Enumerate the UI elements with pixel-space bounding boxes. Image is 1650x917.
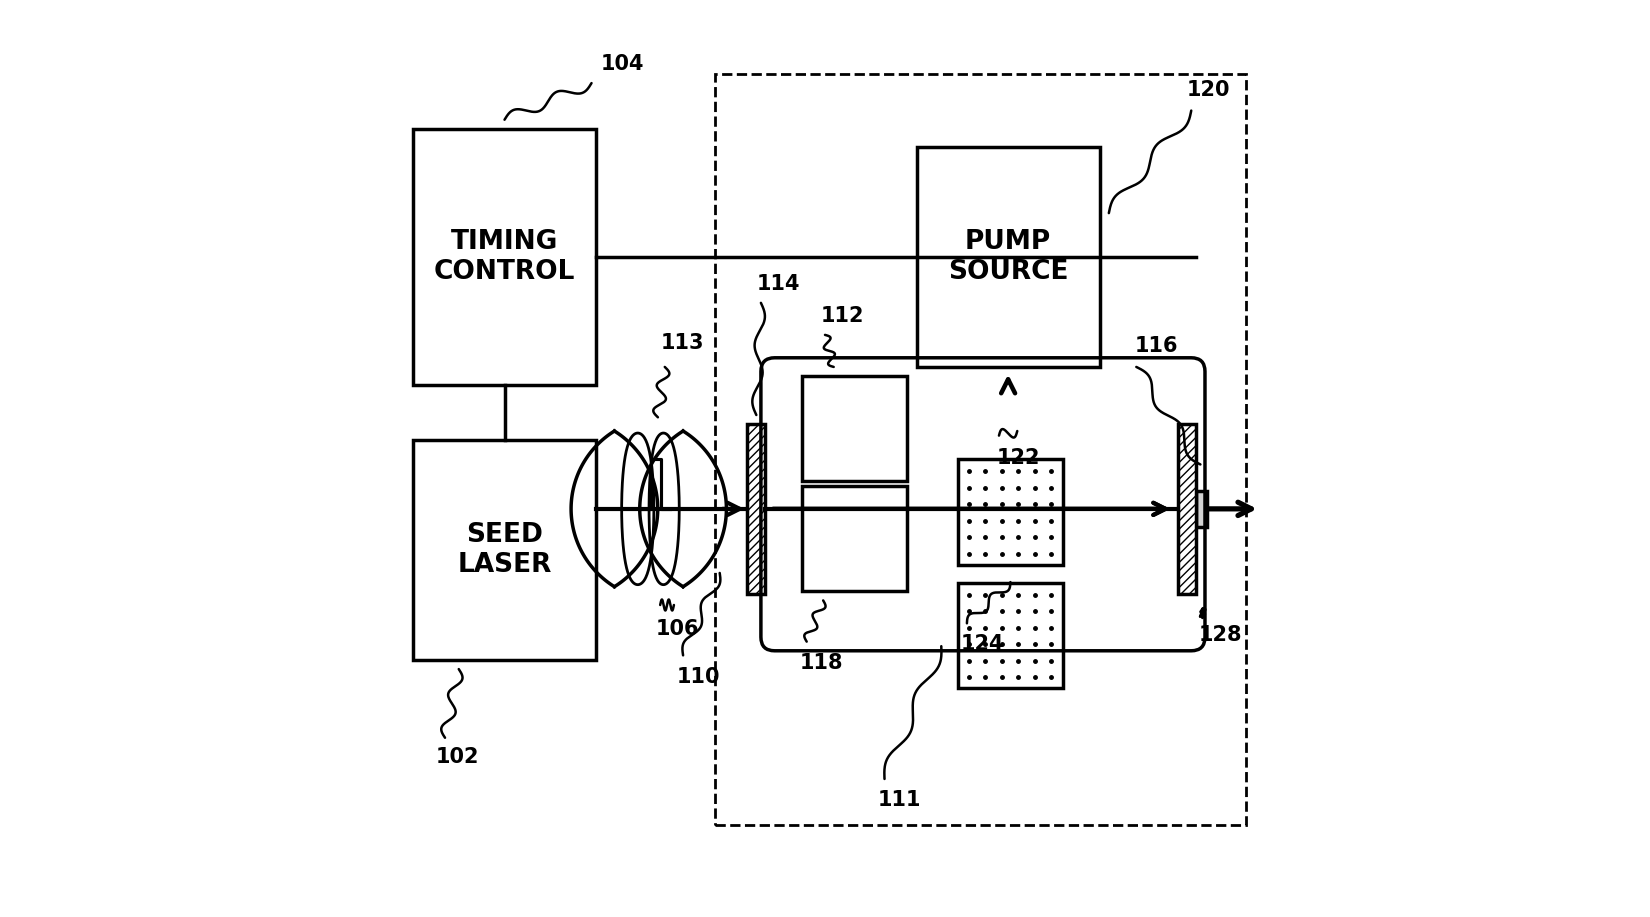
Text: 113: 113	[660, 333, 703, 353]
Text: TIMING
CONTROL: TIMING CONTROL	[434, 229, 576, 285]
Text: 112: 112	[820, 305, 865, 326]
Text: SEED
LASER: SEED LASER	[457, 522, 551, 578]
Text: 124: 124	[960, 635, 1003, 655]
Bar	[412, 440, 596, 660]
Bar	[747, 425, 766, 593]
Bar	[714, 74, 1246, 824]
Bar	[957, 459, 1063, 565]
Bar	[802, 376, 908, 481]
Text: 128: 128	[1198, 625, 1242, 646]
Text: 104: 104	[601, 54, 644, 74]
Bar	[957, 583, 1063, 688]
Bar	[412, 129, 596, 385]
Bar	[916, 148, 1099, 367]
Bar	[802, 486, 908, 591]
Text: 118: 118	[799, 653, 843, 672]
Text: 102: 102	[436, 747, 480, 767]
Text: 111: 111	[878, 790, 922, 810]
Bar	[1178, 425, 1196, 593]
Text: 110: 110	[676, 668, 719, 687]
Text: 116: 116	[1135, 336, 1178, 356]
Text: 120: 120	[1186, 80, 1231, 100]
Text: 122: 122	[997, 447, 1041, 468]
Bar	[1178, 425, 1196, 593]
Text: PUMP
SOURCE: PUMP SOURCE	[947, 229, 1068, 285]
Text: 114: 114	[756, 273, 800, 293]
Text: 106: 106	[655, 619, 700, 639]
Bar	[1196, 491, 1206, 527]
Bar	[747, 425, 766, 593]
